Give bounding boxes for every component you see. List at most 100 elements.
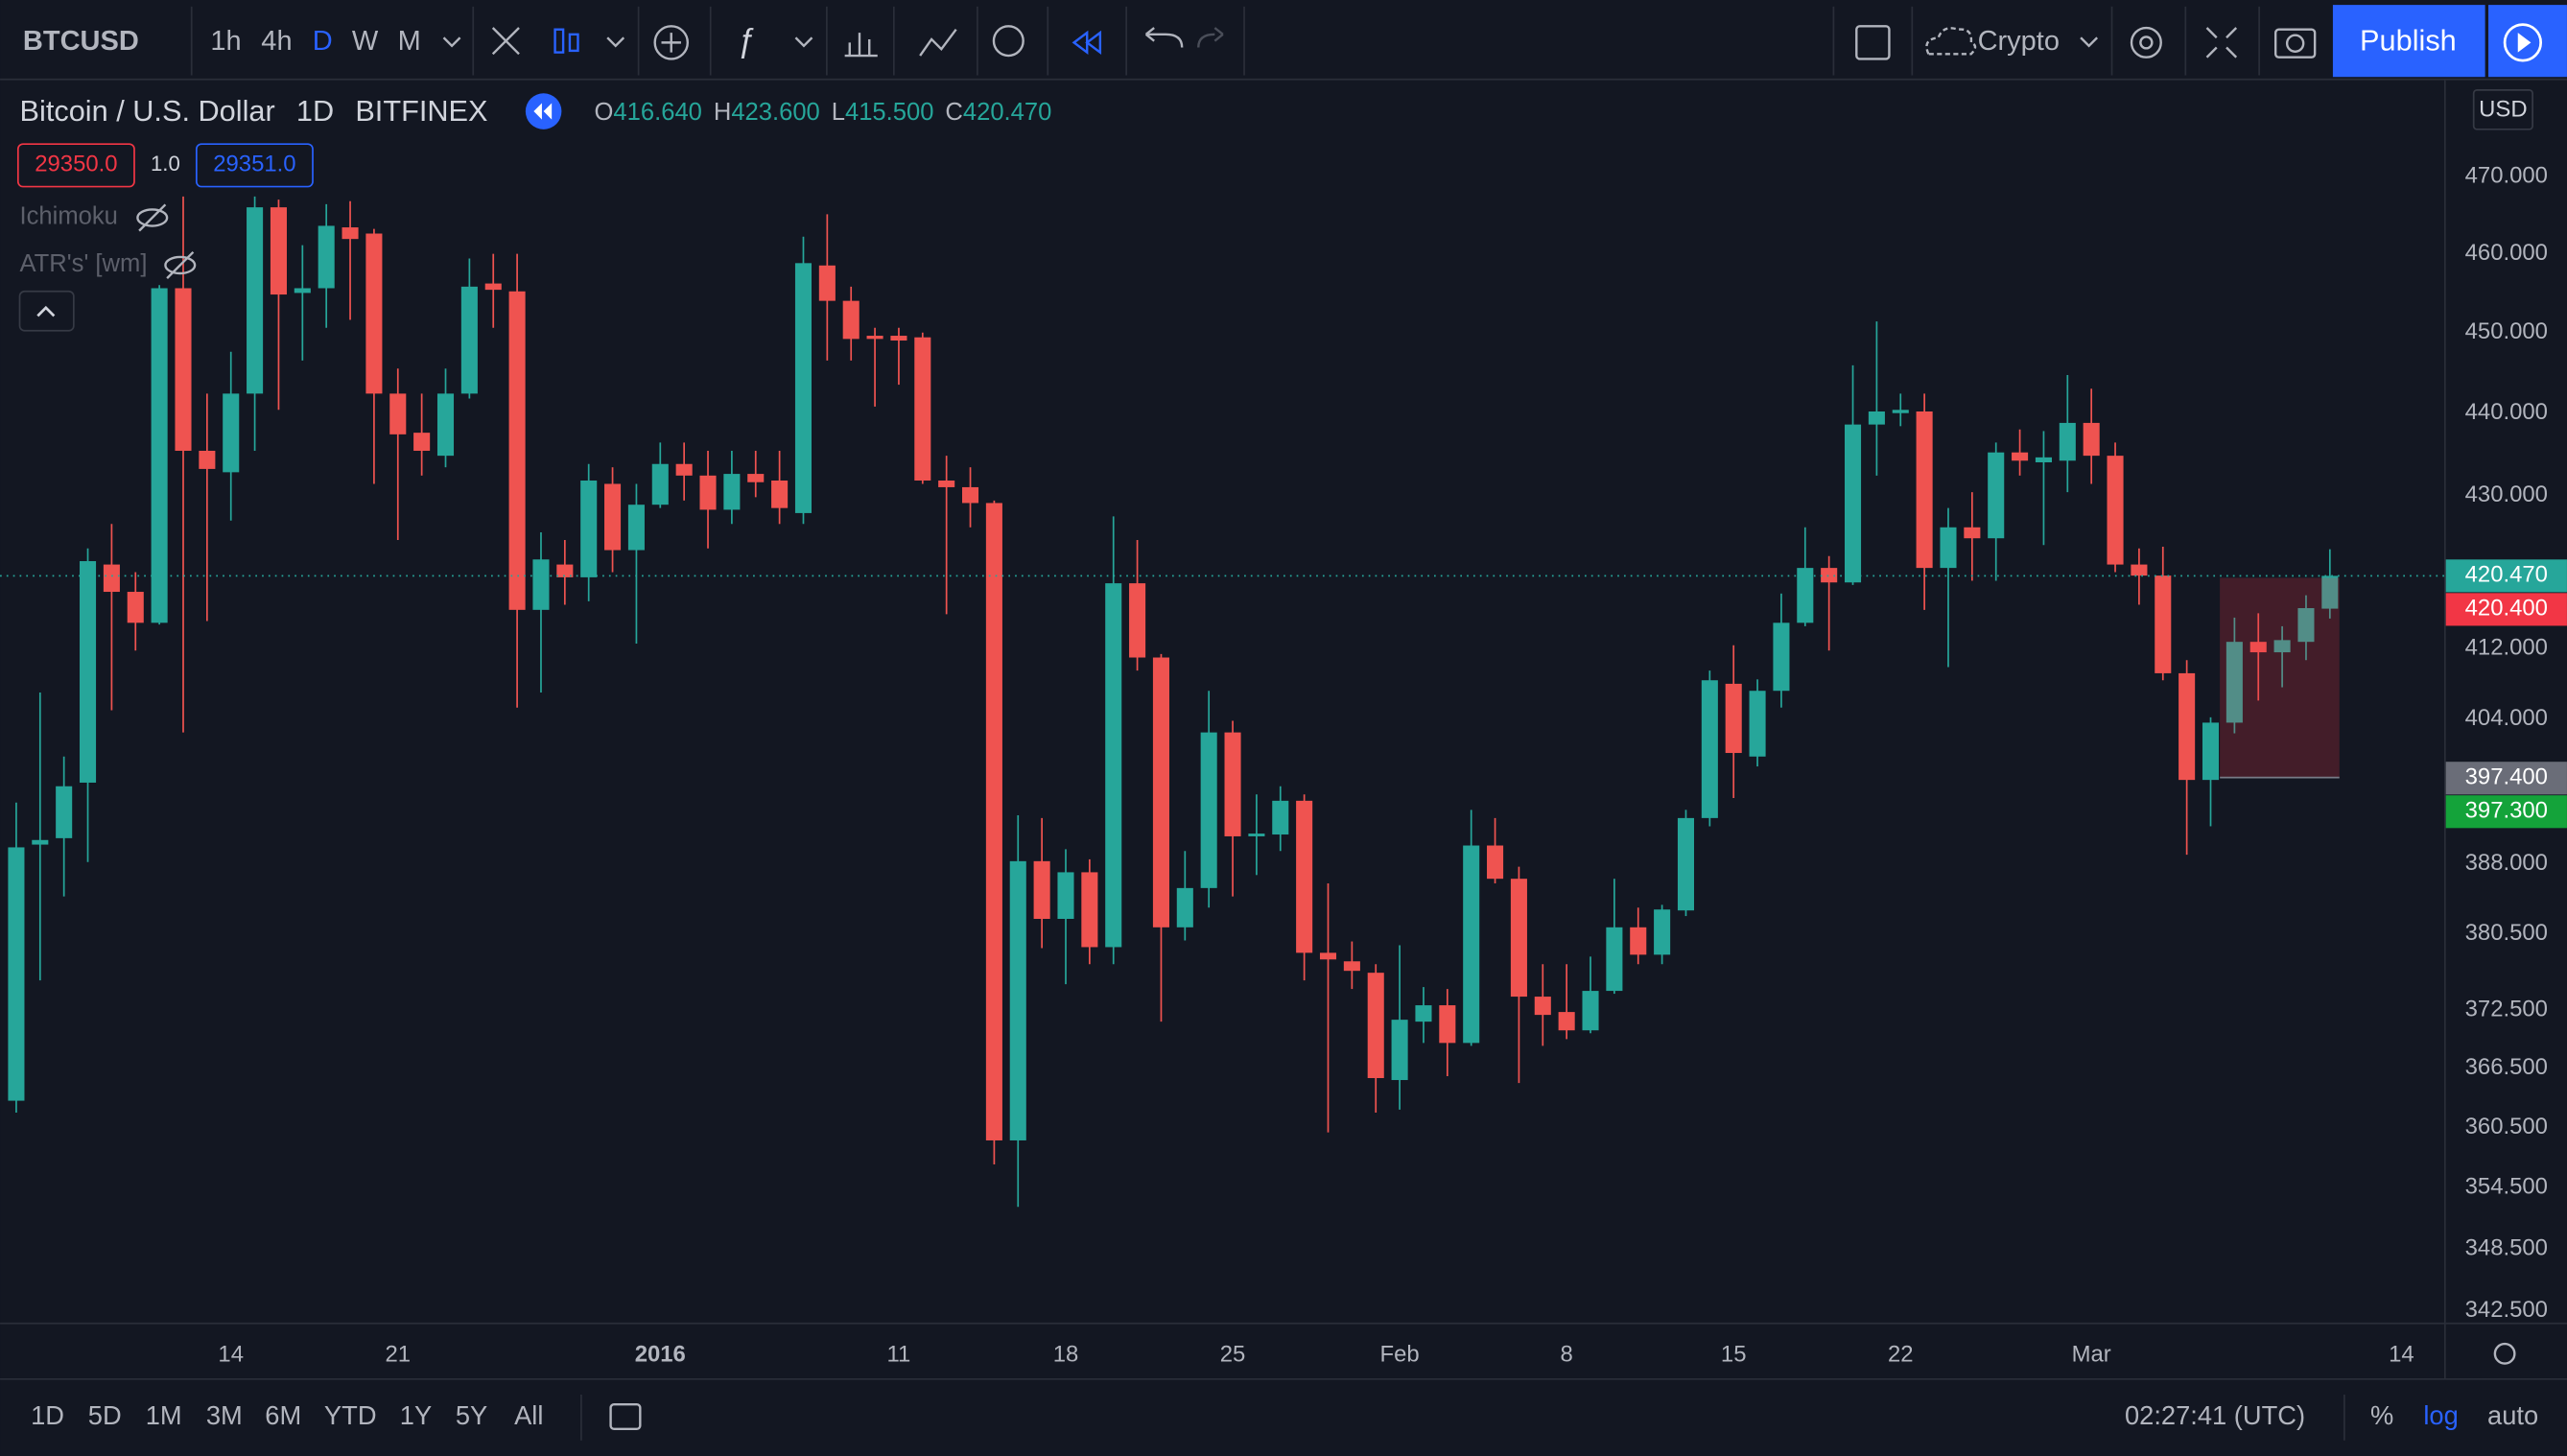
hidden-icon[interactable] — [164, 250, 197, 279]
collapse-button[interactable] — [18, 290, 75, 332]
symbol-type[interactable]: Crypto — [1978, 26, 2060, 57]
interval-button[interactable]: W — [352, 26, 379, 57]
range-button[interactable]: 1M — [146, 1400, 182, 1430]
log-toggle[interactable]: log — [2423, 1400, 2458, 1430]
icon — [164, 255, 197, 275]
symbol[interactable]: BTCUSD — [23, 26, 139, 57]
candle-body — [1391, 1020, 1408, 1081]
sell-button[interactable] — [16, 143, 135, 188]
y-tick-label: 430.000 — [2465, 481, 2548, 507]
x-tick-label: 14 — [2389, 1341, 2414, 1367]
candle-body — [532, 559, 550, 610]
buy-button[interactable] — [195, 143, 314, 188]
dropdown-icon[interactable] — [2080, 36, 2099, 48]
range-button[interactable]: 1Y — [400, 1400, 432, 1430]
price-label: 397.300 — [2465, 798, 2548, 824]
candle-body — [1892, 410, 1909, 413]
candle-body — [1343, 961, 1360, 972]
price-label: 420.400 — [2465, 596, 2548, 622]
compare-icon[interactable] — [653, 25, 690, 60]
candle-body — [1129, 583, 1146, 658]
ohlc-value: 423.600 — [731, 99, 819, 126]
candle-body — [1248, 834, 1265, 836]
fullscreen-icon[interactable] — [2205, 27, 2238, 59]
y-tick-label: 412.000 — [2465, 635, 2548, 661]
candle-type-icon[interactable] — [553, 28, 579, 54]
y-tick-label: 470.000 — [2465, 163, 2548, 189]
financials-icon[interactable] — [844, 33, 878, 58]
templates-icon[interactable] — [919, 29, 957, 57]
range-button[interactable]: YTD — [324, 1400, 377, 1430]
price-label-box — [2445, 795, 2567, 829]
interval-button[interactable]: 4h — [261, 26, 292, 57]
candle-body — [1439, 1005, 1456, 1044]
top-toolbar: BTCUSD 1h 4h D W M ƒ Crypto — [0, 5, 2567, 81]
candle-body — [699, 475, 717, 510]
candle-body — [556, 564, 574, 577]
price-label-box — [2445, 559, 2567, 593]
x-tick-label: 2016 — [635, 1341, 686, 1367]
range-button[interactable]: 6M — [265, 1400, 301, 1430]
candle-body — [627, 505, 645, 551]
candle-body — [1296, 800, 1313, 953]
sell-price: 29350.0 — [35, 152, 117, 177]
candle-body — [223, 393, 240, 473]
candle-body — [1176, 887, 1193, 928]
fx-icon[interactable]: ƒ — [737, 22, 755, 59]
redo-icon[interactable] — [1197, 27, 1224, 48]
undo-icon[interactable] — [1144, 27, 1184, 48]
auto-toggle[interactable]: auto — [2487, 1400, 2538, 1430]
x-tick-label: Mar — [2072, 1341, 2111, 1367]
interval-button[interactable]: 1h — [210, 26, 241, 57]
percent-toggle[interactable]: % — [2370, 1400, 2393, 1430]
publish-button[interactable] — [2332, 5, 2485, 78]
dropdown-icon[interactable] — [794, 36, 813, 48]
icon — [2285, 34, 2305, 53]
dropdown-icon[interactable] — [606, 36, 625, 48]
interval-button[interactable]: M — [398, 26, 421, 57]
range-button[interactable]: 3M — [206, 1400, 243, 1430]
candle-body — [2059, 422, 2076, 461]
indicator-icon[interactable] — [491, 27, 520, 56]
currency-box[interactable] — [2472, 89, 2533, 130]
screenshot-icon[interactable] — [2273, 28, 2317, 59]
goto-date-icon[interactable] — [609, 1403, 642, 1431]
candle-body — [2083, 422, 2100, 457]
candle-body — [1582, 991, 1599, 1031]
replay-icon[interactable] — [1072, 30, 1102, 55]
range-drawing[interactable] — [2220, 577, 2340, 778]
interval-button[interactable]: D — [313, 26, 333, 57]
indicator-name[interactable]: Ichimoku — [20, 203, 118, 230]
y-tick-label: 342.500 — [2465, 1297, 2548, 1323]
indicator-name[interactable]: ATR's' [wm] — [20, 250, 148, 277]
candle-body — [1988, 452, 2005, 539]
candle-body — [2131, 564, 2148, 576]
ohlc-value: 416.640 — [613, 99, 701, 126]
candle-body — [2297, 608, 2315, 643]
range-button[interactable]: 5D — [88, 1400, 122, 1430]
range-button[interactable]: 1D — [31, 1400, 64, 1430]
ohlc-label: C — [945, 99, 962, 126]
axis-settings-icon[interactable] — [2493, 1342, 2516, 1365]
candle-body — [318, 225, 335, 289]
cloud-icon[interactable] — [1925, 27, 1977, 56]
candle-body — [1868, 411, 1885, 425]
y-tick-label: 366.500 — [2465, 1054, 2548, 1080]
candle-body — [1009, 860, 1026, 1140]
alert-icon[interactable] — [992, 25, 1024, 58]
candle-body — [794, 263, 812, 513]
range-button[interactable]: 5Y — [456, 1400, 487, 1430]
settings-icon[interactable] — [2130, 26, 2162, 59]
hidden-icon[interactable] — [136, 203, 169, 232]
layout-icon[interactable] — [1855, 25, 1891, 60]
candle-body — [818, 265, 836, 301]
y-tick-label: 348.500 — [2465, 1234, 2548, 1260]
candle-body — [747, 474, 765, 482]
y-tick-label: 354.500 — [2465, 1174, 2548, 1200]
range-button[interactable]: All — [514, 1400, 543, 1430]
candle-body — [2107, 456, 2124, 565]
dropdown-icon[interactable] — [442, 36, 461, 48]
candle-body — [8, 847, 25, 1101]
candle-body — [1725, 683, 1742, 754]
